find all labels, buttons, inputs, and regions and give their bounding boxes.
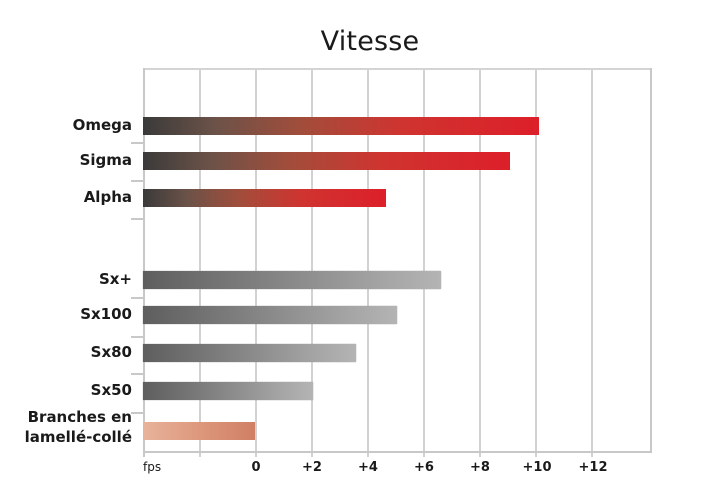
- y-tick: [131, 180, 143, 182]
- bar-alpha: [143, 189, 386, 207]
- gridline-10: [535, 68, 537, 457]
- y-tick: [131, 373, 143, 375]
- y-tick: [131, 412, 143, 414]
- gridline-6: [423, 68, 425, 457]
- y-label-sx100: Sx100: [80, 305, 132, 323]
- chart-title: Vitesse: [320, 26, 420, 57]
- y-label-sx-plus: Sx+: [98, 270, 132, 288]
- y-tick: [131, 142, 143, 144]
- y-label-branches-line1: Branches en: [27, 408, 132, 426]
- y-label-sx50: Sx50: [90, 381, 132, 399]
- bar-sx-plus: [143, 271, 441, 289]
- y-label-sigma: Sigma: [79, 151, 132, 169]
- y-label-branches: Branches en lamellé-collé: [25, 407, 132, 447]
- bar-sigma: [143, 152, 510, 170]
- y-tick: [131, 218, 143, 220]
- bar-sx100: [143, 306, 397, 324]
- y-label-omega: Omega: [72, 116, 132, 134]
- y-label-alpha: Alpha: [83, 188, 132, 206]
- x-tick-label-0: 0: [251, 460, 261, 475]
- frame-top: [143, 68, 652, 70]
- plot-area: [131, 68, 652, 457]
- y-axis: [143, 68, 145, 457]
- x-axis: [143, 451, 652, 453]
- gridline-2: [311, 68, 313, 457]
- y-tick: [131, 336, 143, 338]
- x-tick-label-12: +12: [578, 460, 608, 475]
- bar-branches-lamelle-colle: [143, 422, 255, 440]
- x-tick-label-8: +8: [470, 460, 490, 475]
- x-tick-label-6: +6: [414, 460, 434, 475]
- y-tick: [131, 297, 143, 299]
- gridline: [199, 68, 201, 457]
- y-label-branches-line2: lamellé-collé: [24, 428, 132, 446]
- y-label-sx80: Sx80: [90, 343, 132, 361]
- gridline-4: [367, 68, 369, 457]
- frame-right: [650, 68, 652, 451]
- gridline-12: [591, 68, 593, 457]
- bar-sx80: [143, 344, 356, 362]
- gridline-0: [255, 68, 257, 457]
- x-tick-label-4: +4: [358, 460, 378, 475]
- gridline-8: [479, 68, 481, 457]
- x-tick-label-2: +2: [302, 460, 322, 475]
- x-tick-label-10: +10: [522, 460, 552, 475]
- bar-omega: [143, 117, 539, 135]
- bar-sx50: [143, 382, 313, 400]
- x-tick-label-fps: fps: [143, 460, 162, 474]
